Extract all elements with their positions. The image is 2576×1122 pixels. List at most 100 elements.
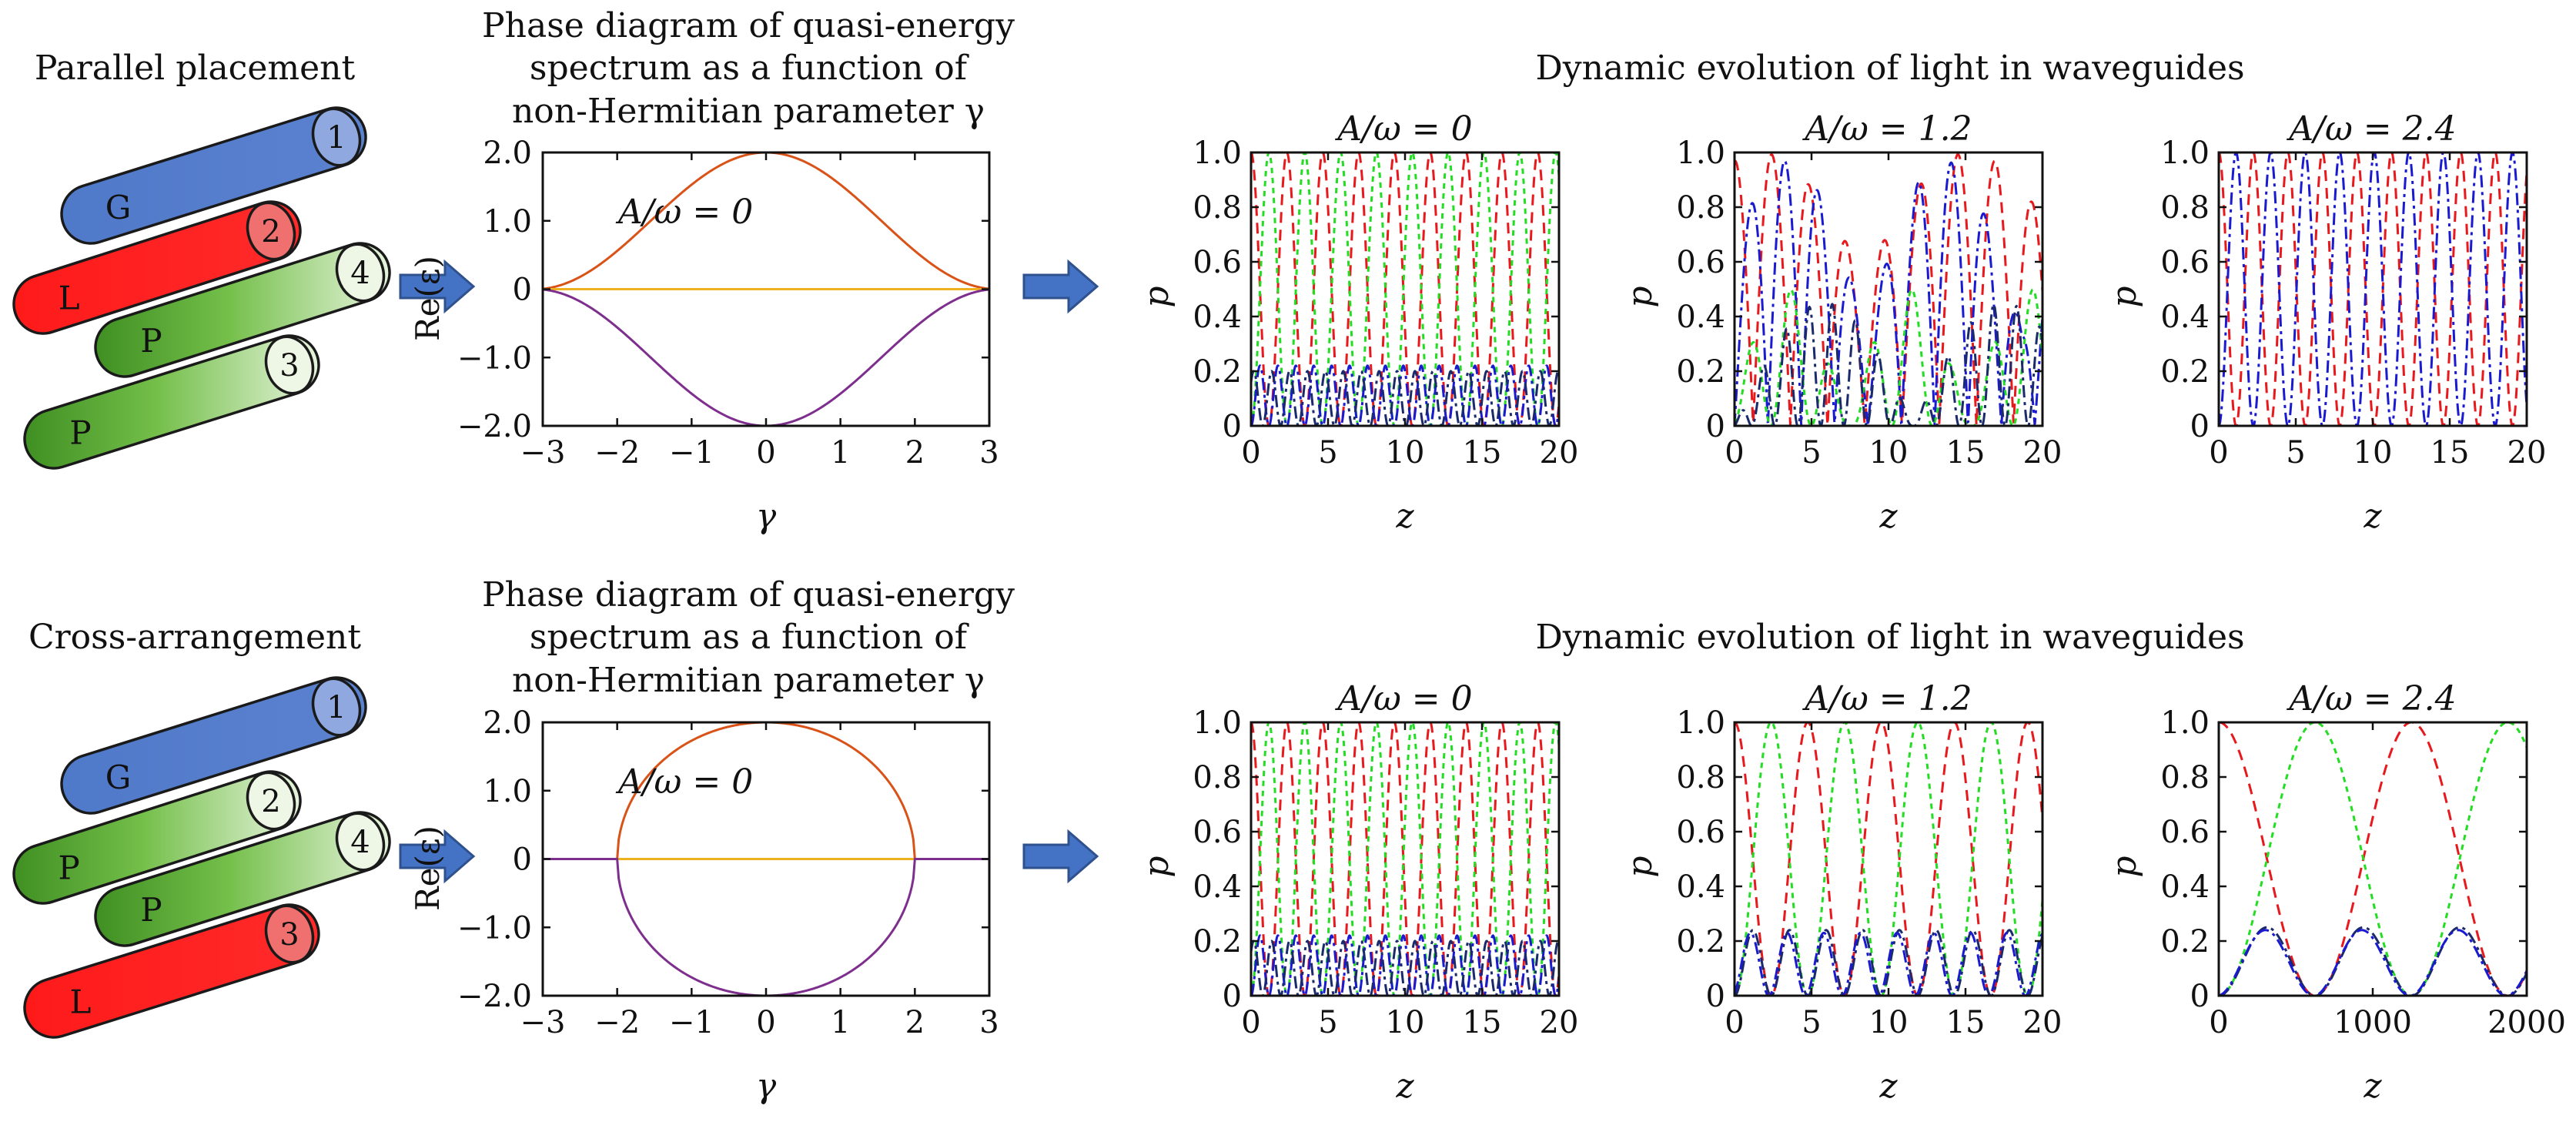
- x-tick-label: 0: [1241, 435, 1260, 471]
- evolution-chart-title: A/ω = 0: [1334, 109, 1472, 149]
- x-tick-label: 2: [905, 435, 925, 471]
- waveguide-4: 4P: [94, 242, 391, 378]
- y-tick-label: 1.0: [1676, 705, 1725, 741]
- waveguide-number: 3: [279, 348, 299, 383]
- x-tick-label: 2000: [2487, 1005, 2566, 1040]
- y-tick-label: 0.6: [1676, 815, 1725, 850]
- series-navy: [1251, 939, 1559, 996]
- y-tick-label: 0.2: [2160, 354, 2210, 390]
- y-tick-label: 0: [1706, 409, 1725, 444]
- y-tick-label: 0.6: [1676, 245, 1725, 280]
- evolution-chart-3: 0 1000 2000 0 0.2 0.4 0.6 0.8 1.0 p z A/ω = 2.4: [2105, 679, 2566, 1106]
- x-tick-label: 0: [1241, 1005, 1260, 1040]
- y-tick-label: 0.4: [1193, 869, 1242, 905]
- waveguide-type: P: [140, 322, 162, 360]
- x-axis-label: z: [1878, 1067, 1898, 1106]
- y-axis-label: p: [1621, 856, 1660, 877]
- x-tick-label: 15: [1463, 435, 1502, 471]
- evolution-chart-2: 0 5 10 15 20 0 0.2 0.4 0.6 0.8 1.0 p z A/ω = 1.2: [1621, 109, 2062, 536]
- evolution-series: [2219, 722, 2527, 996]
- y-tick-label: 1.0: [1193, 705, 1242, 741]
- x-tick-label: 2: [905, 1005, 925, 1040]
- evolution-chart-title: A/ω = 1.2: [1802, 679, 1972, 718]
- y-axis-label: Re(ε): [409, 256, 447, 341]
- x-tick-label: 10: [1386, 435, 1425, 471]
- x-tick-label: 15: [2430, 435, 2470, 471]
- y-tick-label: 1.0: [2160, 705, 2210, 741]
- evolution-chart-title: A/ω = 2.4: [2286, 679, 2456, 718]
- y-tick-label: 0.4: [1193, 300, 1242, 335]
- series-navy: [1251, 370, 1559, 426]
- series-blue: [2219, 929, 2527, 996]
- evolution-series: [1735, 722, 2042, 996]
- x-tick-label: 0: [2209, 435, 2228, 471]
- x-tick-label: 5: [1318, 1005, 1337, 1040]
- spectrum-title: Phase diagram of quasi-energy spectrum a…: [482, 575, 1015, 700]
- y-tick-label: 0: [1706, 979, 1725, 1014]
- series-green: [2219, 722, 2527, 996]
- x-axis-label: z: [1878, 497, 1898, 536]
- evolution-title: Dynamic evolution of light in waveguides: [1535, 49, 2244, 88]
- series-red: [2219, 722, 2527, 996]
- x-tick-label: 1: [831, 435, 850, 471]
- waveguide-3: 3P: [23, 334, 320, 470]
- waveguide-type: G: [105, 189, 132, 226]
- x-tick-label: 10: [1869, 1005, 1909, 1040]
- arrangement-label: Cross-arrangement: [28, 618, 361, 657]
- x-tick-label: 5: [2286, 435, 2305, 471]
- evolution-chart-3: 0 5 10 15 20 0 0.2 0.4 0.6 0.8 1.0 p z A/ω = 2.4: [2105, 109, 2546, 536]
- x-tick-label: −1: [669, 1005, 714, 1040]
- spectrum-curves: [543, 152, 989, 426]
- arrow-icon: [1022, 259, 1099, 314]
- spectrum-curves: [543, 722, 989, 996]
- waveguide-1: 1G: [60, 676, 367, 815]
- spectrum-title-line-2: spectrum as a function of: [530, 49, 969, 88]
- evolution-chart-title: A/ω = 2.4: [2286, 109, 2456, 149]
- x-tick-label: 5: [1802, 435, 1821, 471]
- y-tick-label: 1.0: [483, 774, 532, 809]
- x-tick-label: 10: [1386, 1005, 1425, 1040]
- y-tick-label: 0: [513, 842, 532, 878]
- waveguide-number: 2: [261, 214, 280, 250]
- series-green: [1251, 722, 1559, 996]
- x-tick-label: −1: [669, 435, 714, 471]
- series-green: [1735, 288, 2042, 426]
- waveguide-number: 3: [279, 917, 299, 953]
- y-axis-label: Re(ε): [409, 826, 447, 911]
- spectrum-title-line-1: Phase diagram of quasi-energy: [482, 575, 1015, 615]
- y-tick-label: 0.6: [1193, 245, 1242, 280]
- x-tick-label: 20: [1540, 1005, 1579, 1040]
- waveguide-number: 4: [350, 256, 370, 291]
- series-navy: [1735, 303, 2042, 426]
- x-tick-label: 0: [756, 435, 775, 471]
- series-red: [2219, 152, 2527, 426]
- waveguide-number: 1: [326, 690, 346, 725]
- spectrum-annotation: A/ω = 0: [615, 193, 753, 232]
- y-tick-label: 0.8: [2160, 760, 2210, 795]
- x-tick-label: 1: [831, 1005, 850, 1040]
- arrangement-label: Parallel placement: [35, 49, 356, 88]
- waveguide-2: 2P: [12, 770, 302, 905]
- series-red: [1251, 722, 1559, 996]
- y-tick-label: 0.8: [1676, 760, 1725, 795]
- y-tick-label: 0.6: [2160, 815, 2210, 850]
- spectrum-title: Phase diagram of quasi-energy spectrum a…: [482, 6, 1015, 131]
- x-axis-label: z: [1395, 1067, 1414, 1106]
- x-tick-label: 3: [979, 435, 999, 471]
- x-axis-label: γ: [756, 1067, 777, 1106]
- series-red: [1251, 152, 1559, 426]
- evolution-series: [1251, 722, 1559, 996]
- waveguide-type: L: [70, 983, 92, 1020]
- x-axis-label: z: [2363, 1067, 2382, 1106]
- waveguide-type: P: [59, 849, 80, 886]
- evolution-chart-title: A/ω = 1.2: [1802, 109, 1972, 149]
- y-tick-label: −1.0: [457, 910, 532, 946]
- y-tick-label: 0: [2190, 979, 2210, 1014]
- y-tick-label: 0: [1223, 409, 1242, 444]
- series-blue: [1735, 159, 2042, 426]
- series-red: [1735, 722, 2042, 996]
- y-tick-label: 0.4: [1676, 869, 1725, 905]
- y-tick-label: 0.8: [1193, 760, 1242, 795]
